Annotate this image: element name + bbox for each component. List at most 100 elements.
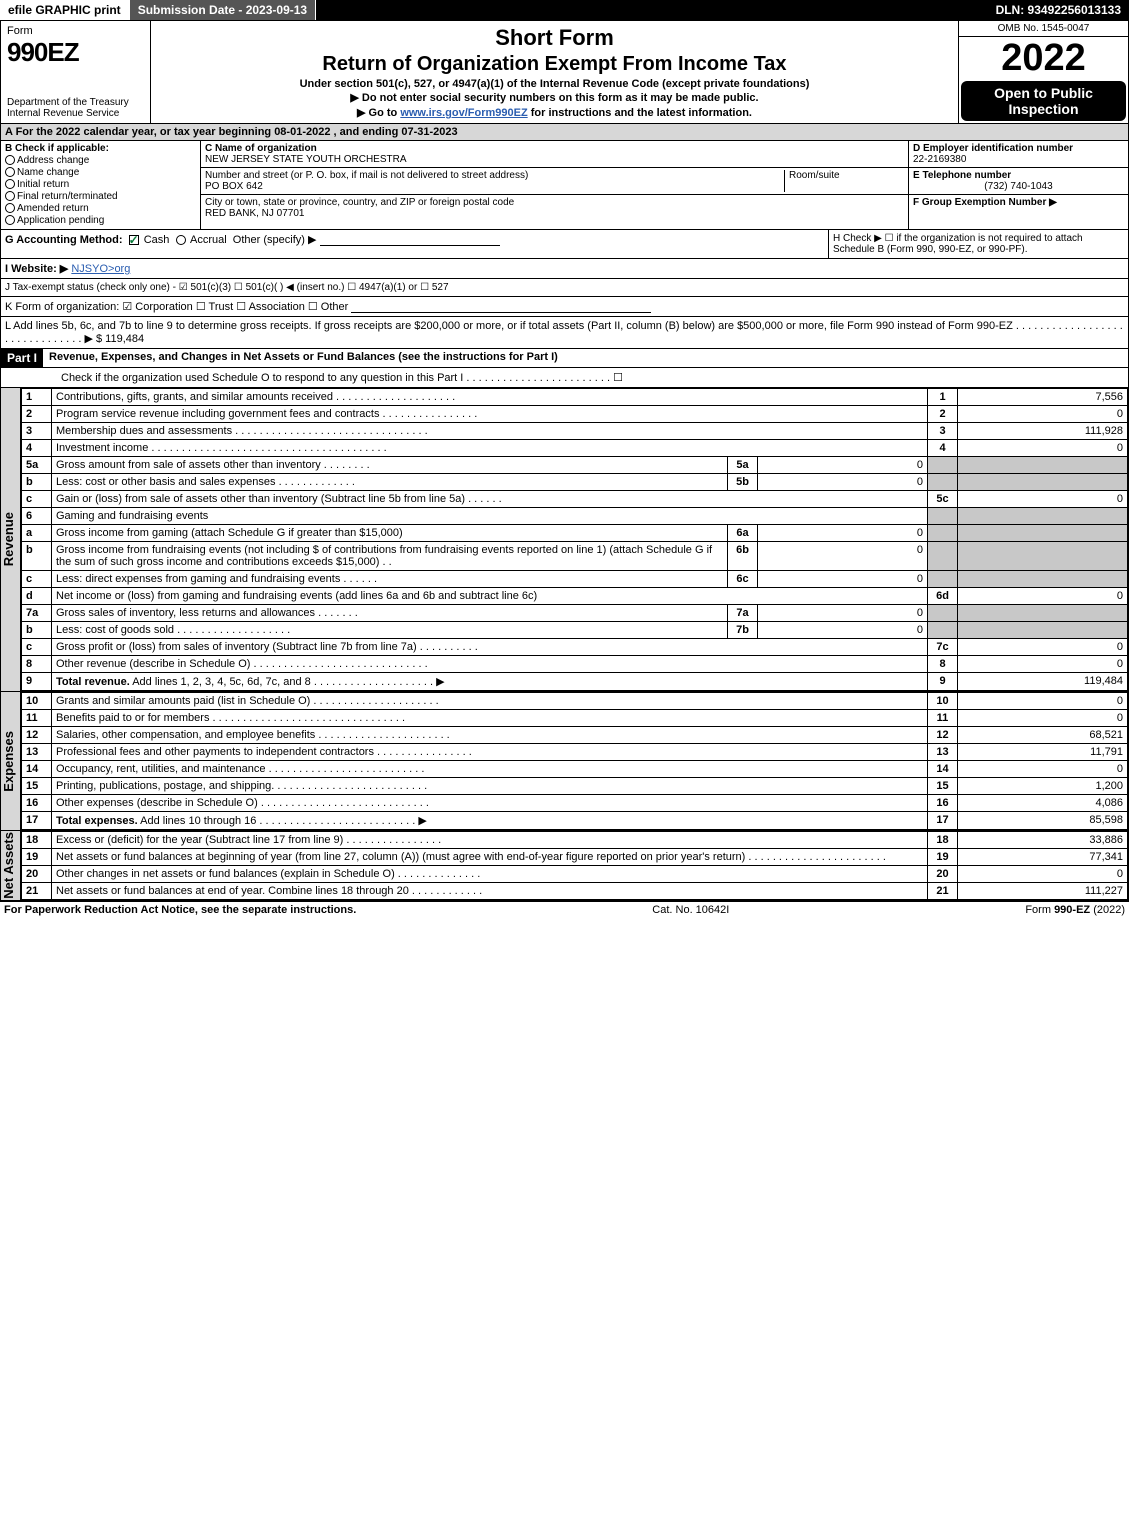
row-value-shaded: [958, 508, 1128, 525]
row-desc: Printing, publications, postage, and shi…: [52, 778, 928, 795]
row-desc: Net assets or fund balances at end of ye…: [52, 883, 928, 900]
inner-value: 0: [758, 542, 928, 571]
netassets-section: Net Assets 18Excess or (deficit) for the…: [1, 831, 1128, 901]
row-value-shaded: [958, 525, 1128, 542]
table-row: 18Excess or (deficit) for the year (Subt…: [22, 832, 1128, 849]
table-row: 10Grants and similar amounts paid (list …: [22, 693, 1128, 710]
row-desc: Professional fees and other payments to …: [52, 744, 928, 761]
row-desc: Salaries, other compensation, and employ…: [52, 727, 928, 744]
revenue-label: Revenue: [1, 512, 20, 566]
chk-accrual[interactable]: [176, 235, 186, 245]
row-value: 7,556: [958, 389, 1128, 406]
other-blank[interactable]: [320, 234, 500, 246]
row-desc: Less: cost of goods sold . . . . . . . .…: [52, 622, 728, 639]
part-i-title: Revenue, Expenses, and Changes in Net As…: [43, 349, 1128, 365]
dln: DLN: 93492256013133: [988, 0, 1129, 20]
row-desc: Gross sales of inventory, less returns a…: [52, 605, 728, 622]
row-value: 68,521: [958, 727, 1128, 744]
chk-initial-return[interactable]: Initial return: [5, 179, 196, 190]
row-value-shaded: [958, 457, 1128, 474]
row-value: 0: [958, 761, 1128, 778]
inner-value: 0: [758, 571, 928, 588]
table-row: 7aGross sales of inventory, less returns…: [22, 605, 1128, 622]
line-g-h: G Accounting Method: Cash Accrual Other …: [1, 230, 1128, 259]
street-value: PO BOX 642: [205, 181, 784, 192]
chk-final-return[interactable]: Final return/terminated: [5, 191, 196, 202]
table-row: bGross income from fundraising events (n…: [22, 542, 1128, 571]
table-row: 6Gaming and fundraising events: [22, 508, 1128, 525]
ein-label: D Employer identification number: [913, 143, 1124, 154]
row-value: 0: [958, 440, 1128, 457]
row-index: 1: [928, 389, 958, 406]
row-desc: Program service revenue including govern…: [52, 406, 928, 423]
row-index: 21: [928, 883, 958, 900]
row-number: 7a: [22, 605, 52, 622]
room-suite-label: Room/suite: [784, 170, 904, 192]
row-desc: Less: cost or other basis and sales expe…: [52, 474, 728, 491]
tel-value: (732) 740-1043: [913, 181, 1124, 192]
row-value: 0: [958, 491, 1128, 508]
table-row: 2Program service revenue including gover…: [22, 406, 1128, 423]
line-l-text: L Add lines 5b, 6c, and 7b to line 9 to …: [5, 320, 1123, 345]
website-label: I Website: ▶: [5, 263, 68, 275]
inner-index: 6b: [728, 542, 758, 571]
table-row: 20Other changes in net assets or fund ba…: [22, 866, 1128, 883]
row-number: 10: [22, 693, 52, 710]
row-number: 16: [22, 795, 52, 812]
page-footer: For Paperwork Reduction Act Notice, see …: [0, 902, 1129, 918]
other-specify: Other (specify) ▶: [233, 234, 317, 246]
chk-application-pending[interactable]: Application pending: [5, 215, 196, 226]
line-j: J Tax-exempt status (check only one) - ☑…: [1, 279, 1128, 297]
inner-value: 0: [758, 457, 928, 474]
row-desc: Gross profit or (loss) from sales of inv…: [52, 639, 928, 656]
row-index: 13: [928, 744, 958, 761]
website-link[interactable]: NJSYO>org: [71, 263, 130, 275]
row-index: 15: [928, 778, 958, 795]
goto-pre: ▶ Go to: [357, 107, 400, 119]
row-number: 21: [22, 883, 52, 900]
row-value: 0: [958, 656, 1128, 673]
efile-print[interactable]: efile GRAPHIC print: [0, 0, 130, 20]
row-index: 20: [928, 866, 958, 883]
row-number: 12: [22, 727, 52, 744]
row-number: 2: [22, 406, 52, 423]
col-c-org-info: C Name of organization NEW JERSEY STATE …: [201, 141, 908, 229]
org-name: NEW JERSEY STATE YOUTH ORCHESTRA: [205, 154, 904, 165]
irs-link[interactable]: www.irs.gov/Form990EZ: [400, 107, 527, 119]
chk-name-change[interactable]: Name change: [5, 167, 196, 178]
row-value: 111,227: [958, 883, 1128, 900]
row-desc: Net income or (loss) from gaming and fun…: [52, 588, 928, 605]
inner-index: 6c: [728, 571, 758, 588]
tax-year: 2022: [959, 37, 1128, 79]
row-index-shaded: [928, 571, 958, 588]
row-index: 4: [928, 440, 958, 457]
city-value: RED BANK, NJ 07701: [205, 208, 904, 219]
header-left: Form 990EZ Department of the Treasury In…: [1, 21, 151, 123]
title-short-form: Short Form: [157, 25, 952, 51]
line-g: G Accounting Method: Cash Accrual Other …: [1, 230, 828, 258]
row-index: 14: [928, 761, 958, 778]
row-value: 0: [958, 693, 1128, 710]
row-desc: Gross income from fundraising events (no…: [52, 542, 728, 571]
chk-cash[interactable]: [129, 235, 139, 245]
part-i-header: Part I Revenue, Expenses, and Changes in…: [1, 349, 1128, 368]
table-row: 16Other expenses (describe in Schedule O…: [22, 795, 1128, 812]
table-row: 3Membership dues and assessments . . . .…: [22, 423, 1128, 440]
inner-index: 7a: [728, 605, 758, 622]
row-value: 111,928: [958, 423, 1128, 440]
row-number: 3: [22, 423, 52, 440]
row-number: 4: [22, 440, 52, 457]
row-index: 6d: [928, 588, 958, 605]
row-desc: Other changes in net assets or fund bala…: [52, 866, 928, 883]
row-index-shaded: [928, 605, 958, 622]
row-desc: Other revenue (describe in Schedule O) .…: [52, 656, 928, 673]
row-desc: Excess or (deficit) for the year (Subtra…: [52, 832, 928, 849]
chk-amended-return[interactable]: Amended return: [5, 203, 196, 214]
chk-address-change[interactable]: Address change: [5, 155, 196, 166]
row-index: 18: [928, 832, 958, 849]
row-desc: Net assets or fund balances at beginning…: [52, 849, 928, 866]
row-desc: Contributions, gifts, grants, and simila…: [52, 389, 928, 406]
row-value: 0: [958, 639, 1128, 656]
row-desc: Total revenue. Add lines 1, 2, 3, 4, 5c,…: [52, 673, 928, 691]
line-k-blank[interactable]: [351, 301, 651, 313]
